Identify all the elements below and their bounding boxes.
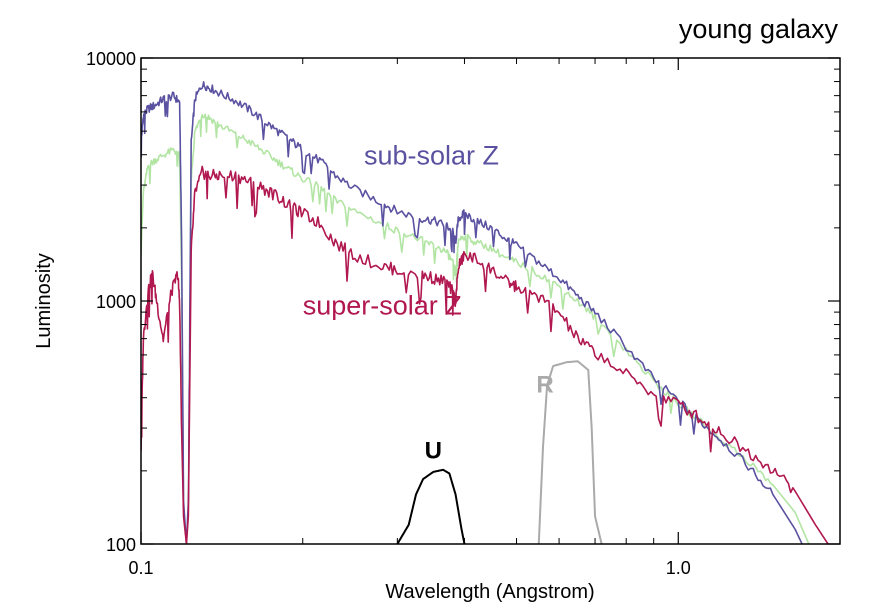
series-layer [141, 81, 829, 544]
series-line-0 [141, 81, 803, 544]
plot-frame [140, 57, 841, 545]
y-axis-label: Luminosity [33, 253, 55, 349]
y-tick-label: 10000 [86, 49, 136, 69]
filter-label-U: U [425, 437, 442, 464]
filter-curve-R [537, 360, 603, 544]
y-tick-label: 100 [106, 535, 136, 555]
series-line-2 [141, 165, 829, 544]
filter-curve-U [396, 468, 466, 544]
series-label-0: sub-solar Z [364, 140, 499, 170]
x-tick-label: 1.0 [666, 558, 691, 578]
x-tick-label: 0.1 [128, 558, 153, 578]
tick-layer: 0.1 1.0 100 1000 10000 [86, 49, 840, 578]
filter-layer [396, 360, 603, 544]
chart-title: young galaxy [679, 14, 839, 44]
filter-label-R: R [536, 372, 553, 399]
x-axis-label: Wavelength (Angstrom) [385, 581, 594, 603]
series-label-2: super-solar Z [303, 290, 462, 320]
y-tick-label: 1000 [96, 292, 136, 312]
label-layer: sub-solar Z super-solar Z U R [303, 140, 554, 464]
